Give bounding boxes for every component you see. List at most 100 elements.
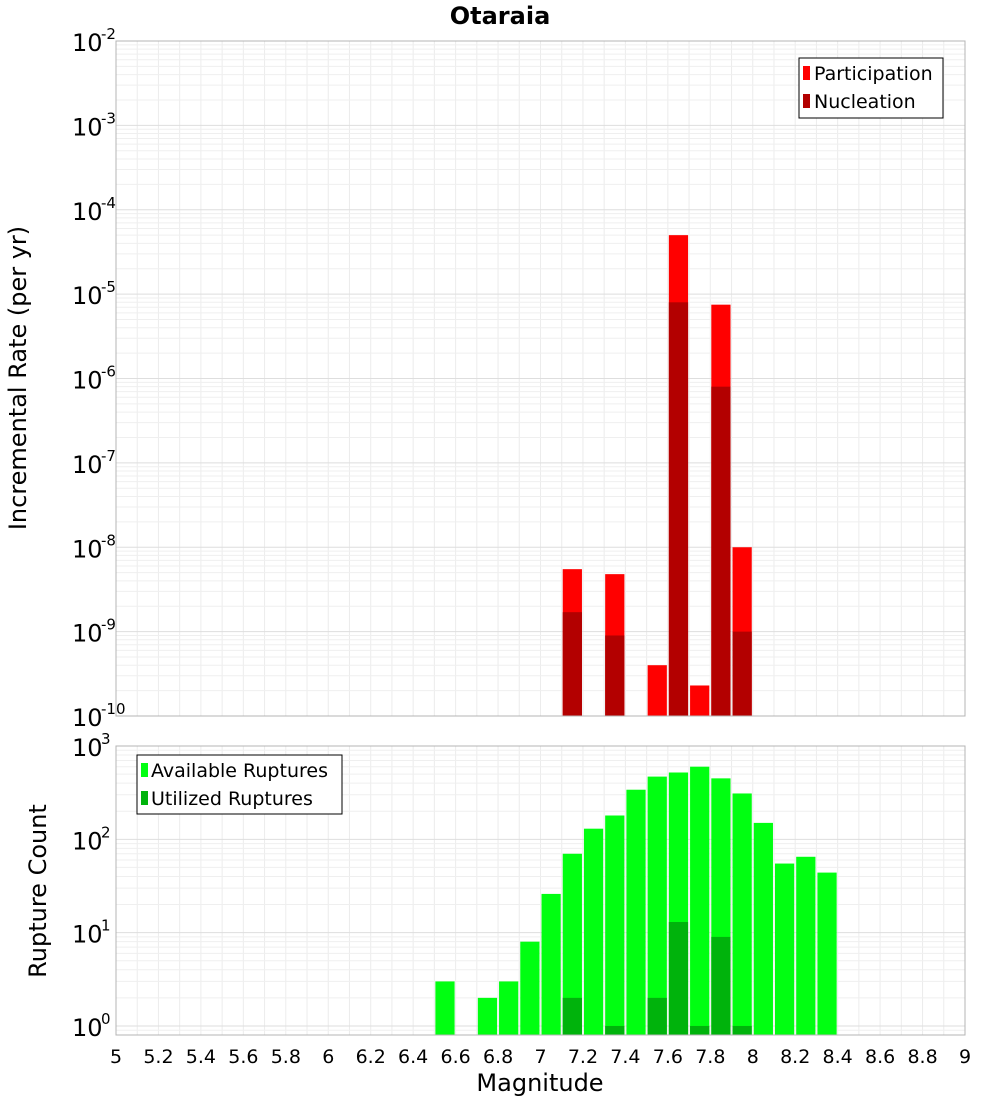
legend-swatch-available [141, 763, 148, 777]
x-tick-label: 5.8 [271, 1046, 301, 1068]
rate-bar-nucleation [562, 612, 582, 716]
rate-grid [115, 41, 966, 717]
rate-y-tick-exponent: -7 [101, 447, 116, 465]
count-bar-available [796, 856, 816, 1035]
x-tick-label: 8.4 [823, 1046, 853, 1068]
rate-plot-border [115, 40, 966, 717]
rate-y-tick-base: 10 [72, 451, 103, 479]
x-ticks: 5 5.2 5.4 5.6 5.8 6 6.2 6.4 6.6 6.8 7 7.2 7.4 7.6 7.8 8… [110, 1046, 971, 1068]
count-bar-available [562, 853, 582, 1035]
x-tick-label: 7.6 [653, 1046, 683, 1068]
rate-y-tick-exponent: -3 [101, 109, 116, 127]
rate-legend: Participation Nucleation [798, 57, 944, 119]
count-bar-available [520, 941, 540, 1035]
x-tick-label: 9 [959, 1046, 971, 1068]
count-bar-available [774, 863, 795, 1035]
rate-y-tick-exponent: -9 [101, 616, 116, 634]
rate-y-tick-base: 10 [72, 113, 103, 141]
x-tick-label: 7.8 [695, 1046, 725, 1068]
rate-y-tick-exponent: -2 [101, 25, 116, 43]
rate-bar-nucleation [605, 635, 625, 716]
count-bar-utilized [690, 1025, 710, 1035]
rate-y-tick-exponent: -8 [101, 531, 116, 549]
rate-bar-nucleation [711, 386, 731, 716]
count-y-axis-label: Rupture Count [24, 804, 52, 978]
count-bar-available [626, 789, 646, 1035]
count-bar-available [817, 872, 837, 1035]
rate-y-tick-exponent: -6 [101, 363, 116, 381]
legend-swatch-nucleation [803, 94, 810, 108]
count-bar-utilized [605, 1025, 625, 1035]
count-bar-available [583, 828, 604, 1035]
x-tick-label: 8.8 [907, 1046, 937, 1068]
count-y-tick-exponent: 2 [101, 823, 111, 841]
count-y-tick-base: 10 [72, 827, 103, 855]
x-tick-label: 5.4 [186, 1046, 216, 1068]
count-bar-utilized [711, 936, 731, 1035]
count-plot-border [115, 745, 966, 1036]
count-bar-available [647, 776, 667, 1035]
x-tick-label: 6.2 [356, 1046, 386, 1068]
rate-y-tick-exponent: -4 [101, 194, 116, 212]
x-tick-label: 8.2 [780, 1046, 810, 1068]
legend-swatch-participation [803, 66, 810, 80]
legend-label-nucleation: Nucleation [814, 91, 916, 113]
count-bar-available [690, 766, 710, 1035]
count-bar-utilized [668, 922, 689, 1035]
x-axis-label: Magnitude [476, 1069, 603, 1097]
x-tick-label: 5.2 [143, 1046, 173, 1068]
chart-title: Otaraia [450, 2, 551, 30]
count-y-tick-exponent: 0 [101, 1010, 111, 1028]
rate-y-tick-base: 10 [72, 282, 103, 310]
count-legend: Available Ruptures Utilized Ruptures [136, 754, 343, 815]
count-bar-available [477, 997, 498, 1035]
rate-y-tick-base: 10 [72, 198, 103, 226]
x-tick-label: 6.8 [483, 1046, 513, 1068]
count-bar-utilized [562, 997, 582, 1035]
x-tick-label: 5.6 [228, 1046, 258, 1068]
rate-y-axis-label: Incremental Rate (per yr) [4, 226, 32, 530]
count-bar-available [435, 981, 455, 1035]
count-bar-available [499, 981, 519, 1035]
count-bar-utilized [732, 1025, 752, 1035]
x-tick-label: 8.6 [865, 1046, 895, 1068]
count-legend-box [136, 754, 343, 815]
count-bar-utilized [647, 997, 667, 1035]
count-bar-available [732, 793, 752, 1035]
count-y-tick-base: 10 [72, 734, 103, 762]
count-y-tick-base: 10 [72, 1014, 103, 1042]
legend-label-utilized: Utilized Ruptures [151, 788, 313, 810]
x-tick-label: 6.6 [440, 1046, 470, 1068]
count-y-tick-exponent: 3 [101, 730, 111, 748]
legend-label-participation: Participation [814, 63, 933, 85]
rate-y-tick-base: 10 [72, 29, 103, 57]
rate-bars [562, 235, 752, 716]
x-tick-label: 7.4 [610, 1046, 640, 1068]
rate-bar-participation [647, 665, 667, 716]
legend-label-available: Available Ruptures [151, 760, 328, 782]
rate-bar-nucleation [732, 631, 752, 716]
rate-y-tick-base: 10 [72, 620, 103, 648]
count-bars [435, 766, 837, 1035]
rate-y-tick-base: 10 [72, 535, 103, 563]
legend-swatch-utilized [141, 791, 148, 805]
x-tick-label: 6 [322, 1046, 334, 1068]
count-y-tick-exponent: 1 [101, 917, 111, 935]
rate-bar-participation [690, 685, 710, 716]
rate-bar-nucleation [668, 302, 689, 716]
rate-y-tick-base: 10 [72, 367, 103, 395]
rate-y-tick-base: 10 [72, 704, 103, 732]
x-tick-label: 5 [110, 1046, 122, 1068]
x-tick-label: 8 [747, 1046, 759, 1068]
x-tick-label: 7.2 [568, 1046, 598, 1068]
count-y-tick-base: 10 [72, 921, 103, 949]
rate-legend-box [798, 57, 944, 119]
rate-y-tick-exponent: -10 [101, 700, 126, 718]
count-bar-available [605, 815, 625, 1035]
x-tick-label: 6.4 [398, 1046, 428, 1068]
